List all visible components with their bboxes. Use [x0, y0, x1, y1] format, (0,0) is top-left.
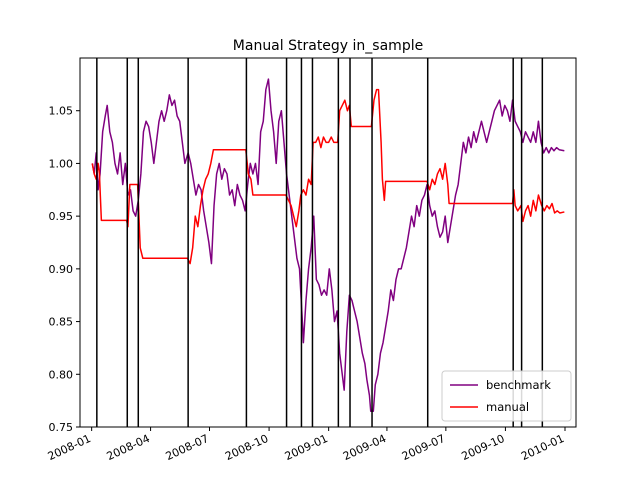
- y-tick-label: 0.85: [49, 316, 74, 329]
- axes-frame: [79, 57, 577, 428]
- y-tick-label: 0.75: [49, 421, 74, 434]
- y-tick-label: 0.80: [49, 368, 74, 381]
- legend: benchmark manual: [441, 370, 572, 422]
- series-line-benchmark: [91, 78, 565, 412]
- y-tick-label: 0.90: [49, 263, 74, 276]
- legend-label-manual: manual: [486, 400, 529, 414]
- y-tick-label: 0.95: [49, 210, 74, 223]
- y-tick-label: 1.05: [49, 105, 74, 118]
- y-tick-label: 1.00: [49, 157, 74, 170]
- chart-title: Manual Strategy in_sample: [233, 38, 423, 54]
- legend-box: [441, 370, 572, 422]
- plot-content: [91, 58, 565, 427]
- legend-label-benchmark: benchmark: [486, 378, 551, 392]
